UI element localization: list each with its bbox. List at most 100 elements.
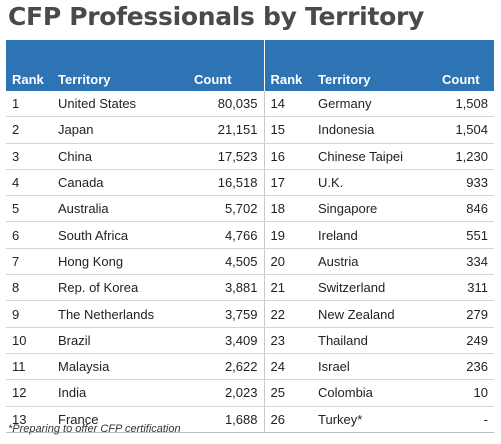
- right-count-cell: 846: [436, 195, 494, 223]
- right-rank-cell: 25: [263, 379, 312, 407]
- right-territory-cell: New Zealand: [312, 300, 436, 328]
- right-count-cell: 236: [436, 353, 494, 381]
- right-territory-cell: Turkey*: [312, 406, 436, 433]
- left-territory-cell: Rep. of Korea: [52, 274, 188, 302]
- right-territory-cell: Austria: [312, 248, 436, 276]
- left-rank-cell: 9: [6, 300, 52, 328]
- left-count-cell: 17,523: [188, 143, 264, 170]
- right-count-cell: 10: [436, 379, 494, 407]
- table-row: 3 China 17,523 16 Chinese Taipei 1,230: [6, 143, 494, 170]
- right-rank-cell: 17: [263, 169, 312, 197]
- right-rank-cell: 26: [263, 406, 312, 433]
- left-count-cell: 4,505: [188, 248, 264, 276]
- left-count-cell: 2,023: [188, 379, 264, 407]
- left-territory-cell: Hong Kong: [52, 248, 188, 276]
- right-territory-cell: Singapore: [312, 195, 436, 223]
- left-count-cell: 3,881: [188, 274, 264, 302]
- right-territory-cell: Switzerland: [312, 274, 436, 302]
- left-territory-cell: Canada: [52, 169, 188, 197]
- left-territory-cell: Brazil: [52, 327, 188, 354]
- left-rank-cell: 11: [6, 353, 52, 381]
- right-territory-cell: Colombia: [312, 379, 436, 407]
- table-row: 8 Rep. of Korea 3,881 21 Switzerland 311: [6, 274, 494, 302]
- table-row: 1 United States 80,035 14 Germany 1,508: [6, 91, 494, 118]
- right-rank-cell: 14: [263, 91, 312, 118]
- right-count-cell: -: [436, 406, 494, 433]
- footnote: *Preparing to offer CFP certification: [8, 423, 181, 435]
- table-header: Rank Territory Count Rank Territory Coun…: [6, 40, 494, 91]
- left-rank-cell: 6: [6, 221, 52, 249]
- right-territory-cell: Chinese Taipei: [312, 143, 436, 170]
- left-territory-cell: United States: [52, 91, 188, 118]
- right-rank-cell: 18: [263, 195, 312, 223]
- left-rank-cell: 4: [6, 169, 52, 197]
- left-rank-cell: 1: [6, 91, 52, 118]
- table-row: 7 Hong Kong 4,505 20 Austria 334: [6, 248, 494, 276]
- table-row: 2 Japan 21,151 15 Indonesia 1,504: [6, 116, 494, 144]
- left-count-cell: 2,622: [188, 353, 264, 381]
- table-row: 9 The Netherlands 3,759 22 New Zealand 279: [6, 300, 494, 328]
- table-body: 1 United States 80,035 14 Germany 1,508 2 Japan…: [6, 91, 494, 433]
- right-rank-cell: 21: [263, 274, 312, 302]
- right-count-cell: 311: [436, 274, 494, 302]
- right-territory-cell: Thailand: [312, 327, 436, 354]
- left-territory-cell: India: [52, 379, 188, 407]
- left-rank-cell: 2: [6, 116, 52, 144]
- right-territory-cell: Israel: [312, 353, 436, 381]
- header-count-left: Count: [188, 68, 264, 91]
- right-rank-cell: 24: [263, 353, 312, 381]
- right-count-cell: 551: [436, 221, 494, 249]
- left-rank-cell: 12: [6, 379, 52, 407]
- left-count-cell: 21,151: [188, 116, 264, 144]
- table-row: 11 Malaysia 2,622 24 Israel 236: [6, 353, 494, 381]
- left-rank-cell: 3: [6, 143, 52, 170]
- left-territory-cell: The Netherlands: [52, 300, 188, 328]
- left-rank-cell: 5: [6, 195, 52, 223]
- left-rank-cell: 13: [6, 406, 52, 433]
- left-rank-cell: 7: [6, 248, 52, 276]
- header-count-right: Count: [436, 68, 494, 91]
- table-row: 4 Canada 16,518 17 U.K. 933: [6, 169, 494, 197]
- table-row: 10 Brazil 3,409 23 Thailand 249: [6, 327, 494, 354]
- right-rank-cell: 16: [263, 143, 312, 170]
- left-count-cell: 80,035: [188, 91, 264, 118]
- table-row: 12 India 2,023 25 Colombia 10: [6, 379, 494, 407]
- right-count-cell: 933: [436, 169, 494, 197]
- left-territory-cell: China: [52, 143, 188, 170]
- territory-table-container: Rank Territory Count Rank Territory Coun…: [6, 40, 494, 433]
- right-territory-cell: Indonesia: [312, 116, 436, 144]
- header-row: Rank Territory Count Rank Territory Coun…: [6, 68, 494, 91]
- table-row: 6 South Africa 4,766 19 Ireland 551: [6, 221, 494, 249]
- page-title: CFP Professionals by Territory: [8, 2, 425, 31]
- right-count-cell: 249: [436, 327, 494, 354]
- left-territory-cell: South Africa: [52, 221, 188, 249]
- left-count-cell: 5,702: [188, 195, 264, 223]
- right-rank-cell: 20: [263, 248, 312, 276]
- left-count-cell: 3,759: [188, 300, 264, 328]
- territory-table: Rank Territory Count Rank Territory Coun…: [6, 40, 494, 433]
- right-rank-cell: 15: [263, 116, 312, 144]
- left-territory-cell: Malaysia: [52, 353, 188, 381]
- left-rank-cell: 8: [6, 274, 52, 302]
- left-rank-cell: 10: [6, 327, 52, 354]
- right-count-cell: 1,508: [436, 91, 494, 118]
- right-territory-cell: U.K.: [312, 169, 436, 197]
- right-rank-cell: 19: [263, 221, 312, 249]
- right-count-cell: 279: [436, 300, 494, 328]
- table-row: 13 France 1,688 26 Turkey* -: [6, 406, 494, 433]
- left-count-cell: 4,766: [188, 221, 264, 249]
- header-territory-left: Territory: [52, 68, 188, 91]
- right-rank-cell: 23: [263, 327, 312, 354]
- left-count-cell: 3,409: [188, 327, 264, 354]
- left-territory-cell: Japan: [52, 116, 188, 144]
- left-count-cell: 16,518: [188, 169, 264, 197]
- left-territory-cell: Australia: [52, 195, 188, 223]
- right-count-cell: 1,230: [436, 143, 494, 170]
- header-rank-left: Rank: [6, 68, 52, 91]
- left-territory-cell: France: [52, 406, 188, 433]
- table-row: 5 Australia 5,702 18 Singapore 846: [6, 195, 494, 223]
- right-territory-cell: Germany: [312, 91, 436, 118]
- header-territory-right: Territory: [312, 68, 436, 91]
- header-band: [6, 40, 494, 68]
- header-rank-right: Rank: [263, 68, 312, 91]
